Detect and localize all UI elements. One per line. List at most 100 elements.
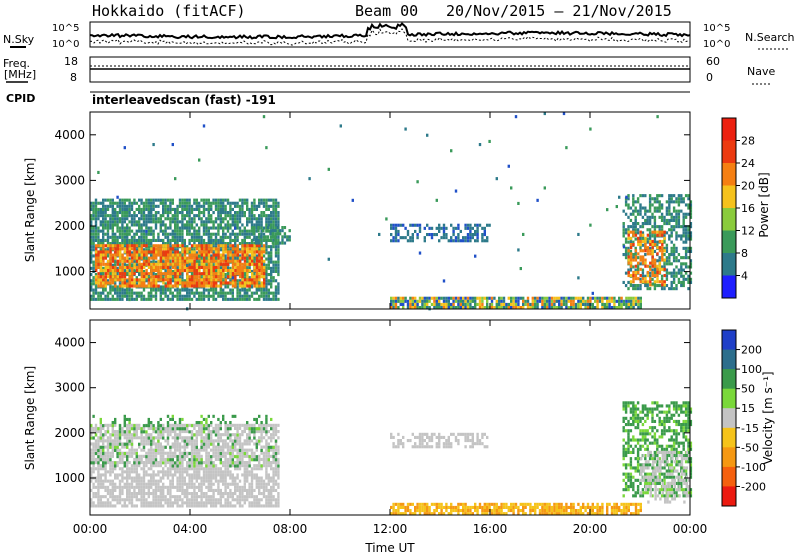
- heatmap-cell: [262, 254, 266, 258]
- heatmap-cell: [660, 274, 664, 278]
- heatmap-cell: [452, 306, 455, 310]
- heatmap-cell: [243, 214, 246, 218]
- heatmap-cell: [90, 297, 93, 301]
- heatmap-cell: [145, 232, 148, 236]
- heatmap-cell: [267, 214, 270, 218]
- heatmap-cell: [121, 470, 124, 474]
- heatmap-cell: [236, 244, 239, 248]
- heatmap-cell: [104, 211, 107, 215]
- heatmap-cell: [188, 485, 191, 489]
- heatmap-cell: [639, 237, 642, 241]
- heatmap-cell: [236, 279, 239, 283]
- heatmap-cell: [121, 272, 124, 276]
- heatmap-cell: [176, 433, 179, 437]
- heatmap-cell: [236, 291, 239, 295]
- heatmap-cell: [653, 237, 657, 241]
- heatmap-cell: [183, 207, 186, 211]
- heatmap-cell: [162, 247, 165, 251]
- heatmap-cell: [130, 242, 134, 246]
- heatmap-cell: [684, 237, 688, 241]
- heatmap-cell: [114, 247, 117, 251]
- heatmap-cell: [632, 274, 635, 278]
- heatmap-cell: [130, 451, 134, 455]
- heatmap-cell: [186, 485, 189, 489]
- heatmap-cell: [274, 279, 278, 283]
- heatmap-cell: [656, 270, 659, 274]
- heatmap-cell: [107, 281, 110, 285]
- heatmap-cell: [274, 223, 278, 227]
- heatmap-cell: [450, 302, 453, 306]
- heatmap-cell: [111, 263, 114, 267]
- heatmap-cell: [234, 242, 237, 246]
- heatmap-cell: [159, 214, 162, 218]
- heatmap-cell: [186, 426, 189, 430]
- heatmap-cell: [416, 223, 419, 227]
- heatmap-cell: [116, 464, 119, 468]
- heatmap-cell: [145, 220, 148, 224]
- heatmap-cell: [166, 198, 170, 202]
- heatmap-cell: [222, 253, 225, 257]
- heatmap-cell: [147, 217, 150, 221]
- heatmap-cell: [251, 256, 254, 260]
- heatmap-cell: [212, 245, 215, 249]
- heatmap-cell: [135, 269, 139, 273]
- heatmap-cell: [157, 217, 160, 221]
- heatmap-cell: [517, 306, 520, 310]
- heatmap-cell: [234, 220, 237, 224]
- heatmap-cell: [145, 253, 148, 257]
- heatmap-cell: [181, 254, 184, 258]
- heatmap-cell: [269, 226, 272, 230]
- heatmap-cell: [226, 245, 230, 249]
- heatmap-cell: [116, 476, 119, 480]
- heatmap-cell: [131, 269, 134, 273]
- heatmap-cell: [236, 214, 239, 218]
- heatmap-cell: [658, 206, 661, 210]
- heatmap-cell: [651, 239, 654, 243]
- heatmap-cell: [668, 203, 671, 207]
- heatmap-cell: [483, 226, 486, 230]
- heatmap-cell: [114, 269, 117, 273]
- heatmap-cell: [114, 282, 117, 286]
- heatmap-cell: [178, 204, 182, 208]
- heatmap-cell: [90, 288, 93, 292]
- heatmap-cell: [574, 302, 578, 306]
- heatmap-cell: [102, 201, 105, 205]
- heatmap-cell: [255, 223, 258, 227]
- heatmap-cell: [152, 442, 155, 446]
- heatmap-cell: [639, 230, 642, 234]
- heatmap-cell: [270, 269, 273, 273]
- heatmap-cell: [251, 253, 254, 257]
- heatmap-cell: [128, 426, 131, 430]
- heatmap-cell: [212, 265, 215, 269]
- heatmap-cell: [154, 442, 158, 446]
- heatmap-cell: [94, 238, 98, 242]
- heatmap-cell: [171, 436, 174, 440]
- heatmap-cell: [661, 246, 664, 250]
- heatmap-cell: [188, 492, 191, 496]
- heatmap-cell: [658, 194, 661, 198]
- heatmap-cell: [109, 451, 112, 455]
- heatmap-cell: [171, 229, 174, 233]
- heatmap-cell: [205, 265, 208, 269]
- heatmap-cell: [226, 273, 230, 277]
- heatmap-cell: [116, 217, 119, 221]
- heatmap-cell: [215, 278, 218, 282]
- heatmap-cell: [505, 302, 508, 306]
- heatmap-cell: [243, 226, 246, 230]
- heatmap-cell: [121, 288, 124, 292]
- heatmap-cell: [207, 211, 210, 215]
- heatmap-cell: [140, 247, 143, 251]
- heatmap-cell: [174, 284, 177, 288]
- heatmap-cell: [541, 306, 544, 310]
- heatmap-cell: [150, 245, 153, 249]
- heatmap-cell: [207, 232, 210, 236]
- heatmap-cell: [109, 423, 112, 427]
- heatmap-cell: [202, 229, 206, 233]
- heatmap-cell: [222, 275, 225, 279]
- heatmap-cell: [274, 291, 278, 295]
- heatmap-cell: [190, 207, 194, 211]
- heatmap-cell: [186, 275, 189, 279]
- heatmap-cell: [200, 211, 203, 215]
- heatmap-cell: [668, 209, 671, 213]
- heatmap-cell: [133, 244, 136, 248]
